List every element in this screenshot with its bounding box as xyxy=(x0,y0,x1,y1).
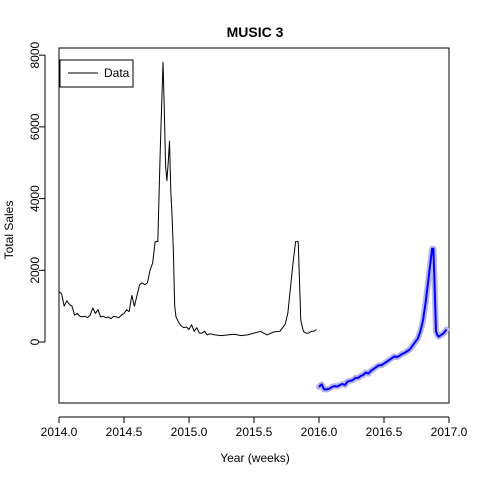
data-line xyxy=(58,61,317,337)
y-tick-label: 0 xyxy=(28,338,42,345)
y-tick-label: 8000 xyxy=(28,42,42,69)
x-tick-label: 2017.0 xyxy=(431,425,468,439)
series-layer xyxy=(58,61,450,393)
x-axis-title: Year (weeks) xyxy=(220,451,290,465)
x-tick-label: 2014.0 xyxy=(41,425,78,439)
axis-ticks: 2014.0 2014.5 2015.0 2015.5 2016.0 2016.5 2017… xyxy=(28,42,468,439)
forecast-band xyxy=(316,245,450,393)
chart-title: MUSIC 3 xyxy=(227,24,284,40)
x-tick-label: 2015.0 xyxy=(171,425,208,439)
y-tick-label: 6000 xyxy=(28,113,42,140)
x-tick-label: 2016.0 xyxy=(301,425,338,439)
y-tick-label: 2000 xyxy=(28,257,42,284)
plot-border xyxy=(58,47,450,404)
x-tick-label: 2015.5 xyxy=(236,425,273,439)
forecast-line xyxy=(318,247,448,391)
legend-label-data: Data xyxy=(104,66,130,80)
plot-frame xyxy=(58,47,450,404)
y-axis-title: Total Sales xyxy=(2,201,16,260)
legend: Data xyxy=(59,59,134,88)
y-tick-label: 4000 xyxy=(28,185,42,212)
x-tick-label: 2016.5 xyxy=(366,425,403,439)
x-tick-label: 2014.5 xyxy=(106,425,143,439)
